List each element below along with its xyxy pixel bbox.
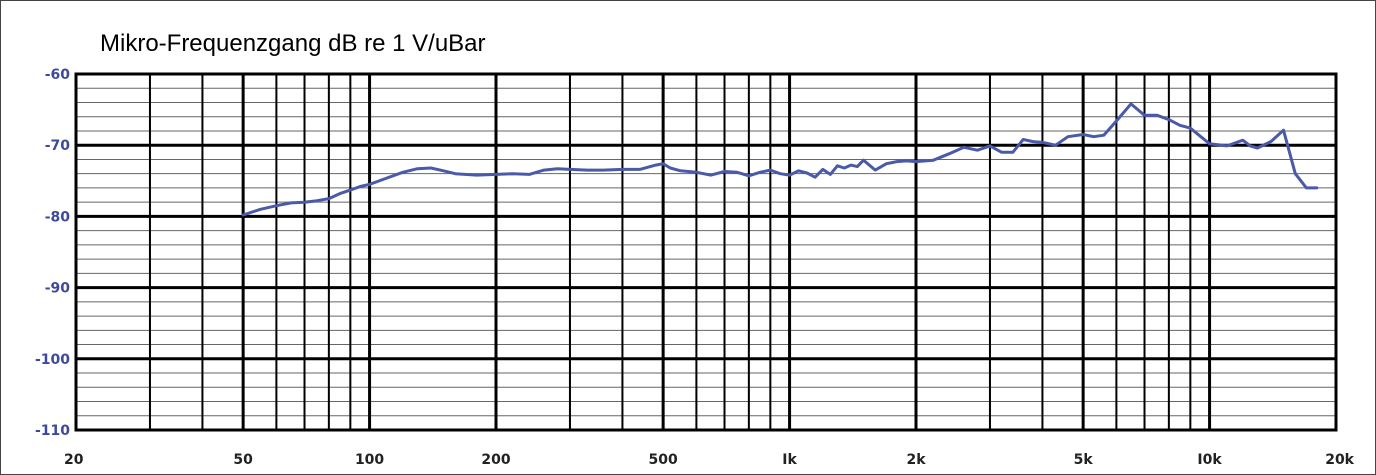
x-tick-label: I0k [1197,452,1222,468]
series-line [241,102,1319,217]
x-tick-label: 200 [481,452,510,468]
y-tick-label: -100 [35,352,70,368]
x-tick-label: Ik [782,452,797,468]
y-tick-label: -90 [45,281,71,297]
axis-labels: -60 -70 -80 -90 -100 -110 20 50 100 200 500 Ik 2k 5k I… [35,67,1355,468]
y-tick-label: -80 [45,209,71,225]
plot-border [74,72,1338,432]
x-tick-label: 500 [649,452,678,468]
grid [74,72,1338,432]
x-tick-label: 5k [1074,452,1094,468]
y-tick-label: -60 [45,67,71,83]
x-tick-label: 20k [1325,452,1354,468]
x-tick-label: 2k [906,452,926,468]
x-tick-label: 100 [355,452,384,468]
x-tick-label: 50 [233,452,253,468]
y-tick-label: -70 [45,138,71,154]
series [241,102,1319,217]
x-tick-label: 20 [64,452,84,468]
chart-title: Mikro-Frequenzgang dB re 1 V/uBar [100,30,486,57]
y-tick-label: -110 [35,423,70,439]
